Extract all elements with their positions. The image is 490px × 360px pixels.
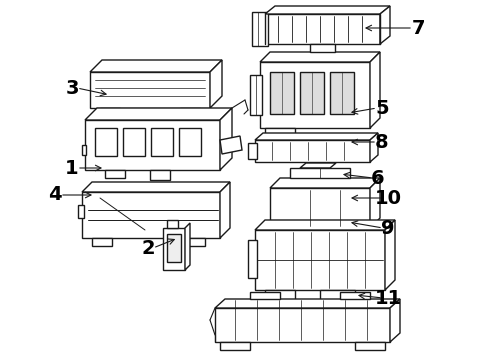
Polygon shape <box>105 170 125 178</box>
Polygon shape <box>220 108 232 170</box>
Polygon shape <box>150 170 170 180</box>
Text: 10: 10 <box>374 189 401 207</box>
Polygon shape <box>255 140 370 162</box>
Polygon shape <box>265 290 295 300</box>
Text: 11: 11 <box>374 288 402 307</box>
Text: 9: 9 <box>381 219 395 238</box>
Polygon shape <box>220 136 242 154</box>
Text: 2: 2 <box>141 238 155 257</box>
Polygon shape <box>85 120 220 170</box>
Polygon shape <box>90 72 210 108</box>
Polygon shape <box>248 240 257 278</box>
Polygon shape <box>180 108 200 116</box>
Polygon shape <box>300 168 330 196</box>
Polygon shape <box>340 292 370 299</box>
Polygon shape <box>270 188 370 228</box>
Text: 3: 3 <box>65 78 79 98</box>
Polygon shape <box>78 205 84 218</box>
Polygon shape <box>290 168 350 178</box>
Polygon shape <box>305 172 325 192</box>
Polygon shape <box>255 230 385 290</box>
Polygon shape <box>370 178 380 228</box>
Polygon shape <box>265 128 295 136</box>
Polygon shape <box>220 182 230 238</box>
Bar <box>300 72 324 114</box>
Polygon shape <box>320 290 355 300</box>
Polygon shape <box>85 108 232 120</box>
Polygon shape <box>370 133 378 162</box>
Text: 1: 1 <box>65 158 79 177</box>
Polygon shape <box>390 299 400 342</box>
Polygon shape <box>215 299 400 308</box>
Bar <box>123 128 145 156</box>
Polygon shape <box>260 52 380 62</box>
Bar <box>270 72 294 114</box>
Polygon shape <box>210 60 222 108</box>
Polygon shape <box>185 223 190 270</box>
Polygon shape <box>270 178 380 188</box>
Bar <box>151 128 173 156</box>
Polygon shape <box>82 192 220 238</box>
Polygon shape <box>248 143 257 159</box>
Polygon shape <box>300 163 336 168</box>
Polygon shape <box>250 292 280 299</box>
Polygon shape <box>380 6 390 44</box>
Polygon shape <box>215 308 390 342</box>
Polygon shape <box>250 75 262 115</box>
Polygon shape <box>252 12 268 46</box>
Polygon shape <box>90 60 222 72</box>
Polygon shape <box>260 62 370 128</box>
Polygon shape <box>163 228 185 270</box>
Polygon shape <box>370 52 380 128</box>
Polygon shape <box>265 6 390 14</box>
Polygon shape <box>167 220 178 228</box>
Bar <box>179 128 201 156</box>
Text: 6: 6 <box>371 168 385 188</box>
Text: 5: 5 <box>375 99 389 117</box>
Polygon shape <box>355 342 385 350</box>
Polygon shape <box>385 220 395 290</box>
Bar <box>167 234 181 262</box>
Polygon shape <box>255 220 395 230</box>
Polygon shape <box>310 44 335 52</box>
Text: 4: 4 <box>48 185 62 204</box>
Bar <box>330 72 354 114</box>
Bar <box>95 128 117 156</box>
Polygon shape <box>82 145 86 155</box>
Polygon shape <box>82 182 230 192</box>
Polygon shape <box>255 133 378 140</box>
Polygon shape <box>100 108 120 116</box>
Polygon shape <box>220 342 250 350</box>
Polygon shape <box>265 14 380 44</box>
Polygon shape <box>185 238 205 246</box>
Text: 8: 8 <box>375 132 389 152</box>
Text: 7: 7 <box>411 18 425 37</box>
Polygon shape <box>92 238 112 246</box>
